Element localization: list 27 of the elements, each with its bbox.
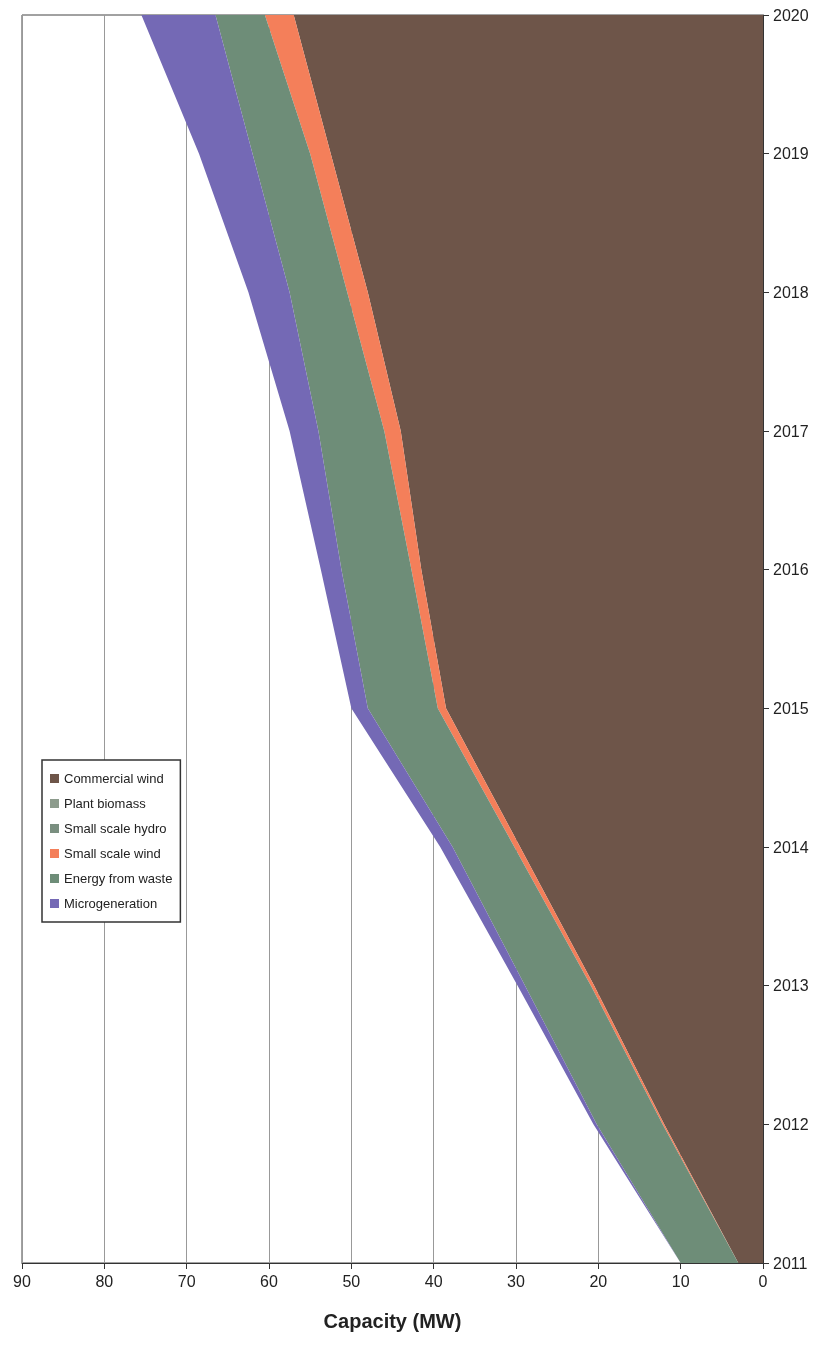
x-tick-label: 0: [758, 1272, 768, 1290]
y-tick-label: 2013: [773, 977, 809, 995]
y-tick-label: 2019: [773, 145, 809, 163]
x-tick-label: 20: [589, 1272, 608, 1290]
x-tick-label: 50: [342, 1272, 361, 1290]
y-tick-label: 2012: [773, 1115, 809, 1133]
x-tick-label: 60: [260, 1272, 278, 1290]
y-tick-label: 2018: [773, 283, 809, 301]
legend-label: Energy from waste: [64, 871, 173, 886]
x-tick-label: 70: [177, 1272, 196, 1290]
x-axis-title: Capacity (MW): [323, 1310, 462, 1332]
y-tick-label: 2020: [773, 6, 809, 24]
legend-label: Microgeneration: [64, 896, 158, 911]
y-tick-label: 2011: [773, 1254, 808, 1272]
y-tick-label: 2017: [773, 422, 809, 440]
x-tick-label: 30: [507, 1272, 525, 1290]
x-tick-label: 80: [95, 1272, 114, 1290]
legend-label: Plant biomass: [64, 796, 147, 811]
legend-label: Small scale wind: [64, 846, 161, 861]
x-tick-label: 90: [13, 1272, 31, 1290]
y-tick-label: 2015: [773, 699, 809, 717]
y-tick-label: 2016: [773, 561, 809, 579]
legend-label: Small scale hydro: [64, 821, 167, 836]
legend-label: Commercial wind: [64, 771, 164, 786]
x-tick-label: 40: [424, 1272, 443, 1290]
y-tick-label: 2014: [773, 838, 809, 856]
x-tick-label: 10: [671, 1272, 690, 1290]
